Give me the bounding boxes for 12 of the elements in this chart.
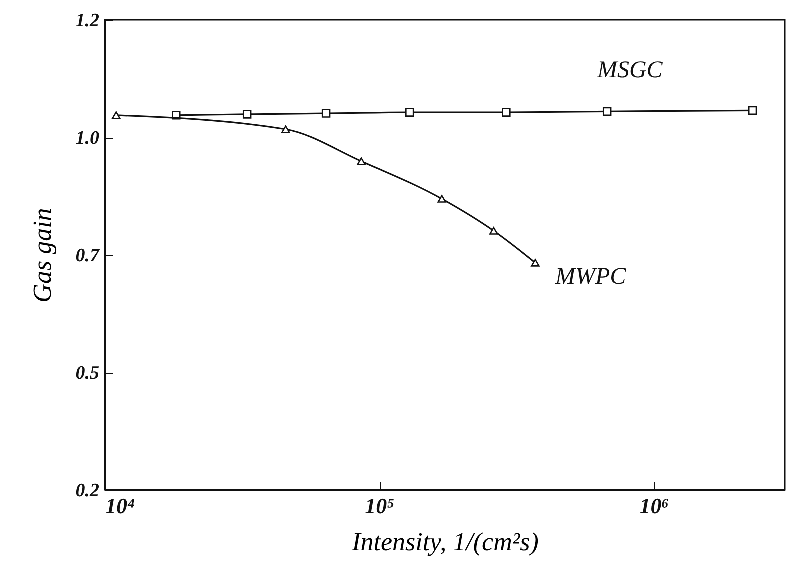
y-tick-label: 1.0 — [76, 128, 100, 149]
x-tick-label: 10⁵ — [365, 494, 395, 518]
series-label: MSGC — [596, 58, 664, 84]
x-tick-label: 10⁶ — [640, 494, 670, 518]
y-tick-label: 0.7 — [76, 246, 101, 266]
y-axis-title: Gas gain — [28, 208, 57, 303]
x-axis-title: Intensity, 1/(cm²s) — [351, 528, 539, 556]
y-tick-label: 0.5 — [76, 363, 100, 384]
series-label: MWPC — [554, 264, 628, 290]
y-tick-label: 1.2 — [76, 10, 100, 32]
x-tick-label: 10⁴ — [106, 494, 136, 518]
y-tick-label: 0.2 — [76, 480, 100, 502]
